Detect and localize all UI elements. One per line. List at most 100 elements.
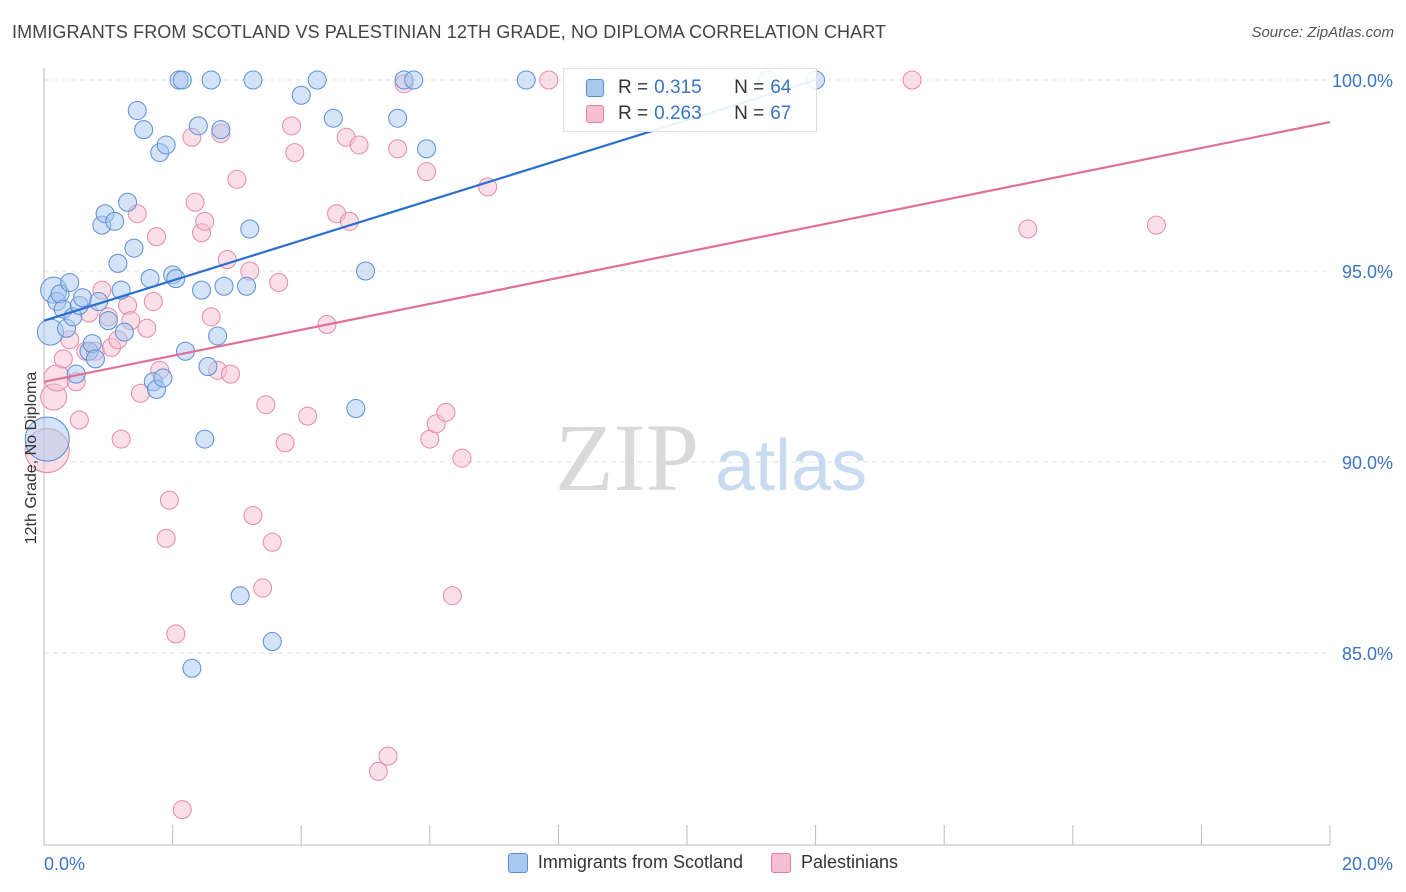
data-point <box>69 410 89 430</box>
data-point <box>182 658 202 678</box>
data-point <box>60 272 80 292</box>
data-point <box>368 761 388 781</box>
data-point <box>516 70 536 90</box>
data-point <box>285 143 305 163</box>
legend-item-scotland: Immigrants from Scotland <box>507 852 743 873</box>
legend-swatch-blue <box>586 79 604 97</box>
r-value: 0.315 <box>654 77 702 98</box>
data-point <box>53 349 73 369</box>
data-point <box>153 368 173 388</box>
data-point <box>436 402 456 422</box>
data-point <box>243 70 263 90</box>
data-point <box>417 139 437 159</box>
y-tick-label: 95.0% <box>1342 262 1393 282</box>
data-point <box>137 318 157 338</box>
data-point <box>166 624 186 644</box>
data-point <box>452 448 472 468</box>
data-point <box>114 322 134 342</box>
series-immigrants-from-scotland <box>24 70 826 678</box>
legend-swatch-pink <box>586 105 604 123</box>
series-legend: Immigrants from Scotland Palestinians <box>0 852 1406 873</box>
data-point <box>195 211 215 231</box>
data-point <box>105 211 125 231</box>
data-point <box>220 364 240 384</box>
data-point <box>24 416 70 462</box>
data-point <box>227 169 247 189</box>
data-point <box>156 135 176 155</box>
data-point <box>230 586 250 606</box>
y-tick-label: 100.0% <box>1332 71 1393 91</box>
legend-row-scotland: R = 0.315 N = 64 <box>586 75 791 101</box>
data-point <box>262 532 282 552</box>
data-point <box>902 70 922 90</box>
data-point <box>243 505 263 525</box>
data-point <box>282 116 302 136</box>
watermark-atlas: atlas <box>715 426 867 506</box>
data-point <box>378 746 398 766</box>
axes <box>43 68 1331 846</box>
data-point <box>111 429 131 449</box>
data-point <box>356 261 375 281</box>
data-point <box>172 800 192 820</box>
legend-row-palestinians: R = 0.263 N = 67 <box>586 101 791 127</box>
data-point <box>1146 215 1166 235</box>
data-point <box>118 192 138 212</box>
data-point <box>201 70 221 90</box>
x-tick-label: 0.0% <box>44 854 85 874</box>
data-point <box>240 219 260 239</box>
data-point <box>275 433 295 453</box>
tick-labels: 85.0% 90.0% 95.0% 100.0% 0.0% 20.0% <box>44 71 1393 874</box>
data-point <box>159 490 179 510</box>
data-point <box>291 85 311 105</box>
data-point <box>269 272 289 292</box>
data-point <box>188 116 208 136</box>
data-point <box>214 276 234 296</box>
legend-item-palestinians: Palestinians <box>771 852 898 873</box>
data-point <box>134 120 154 140</box>
data-point <box>417 162 437 182</box>
data-point <box>208 326 228 346</box>
correlation-legend: R = 0.315 N = 64 R = 0.263 N = 67 <box>563 68 817 132</box>
data-point <box>349 135 369 155</box>
data-point <box>323 108 343 128</box>
gridlines <box>44 79 1330 654</box>
data-point <box>307 70 327 90</box>
data-point <box>256 395 276 415</box>
data-point <box>185 192 205 212</box>
data-point <box>198 357 218 376</box>
data-point <box>201 307 221 327</box>
data-point <box>98 311 118 331</box>
x-tick-label: 20.0% <box>1342 854 1393 874</box>
data-point <box>147 227 167 247</box>
data-point <box>124 238 144 258</box>
data-point <box>85 349 105 369</box>
y-axis-label: 12th Grade, No Diploma <box>23 371 40 545</box>
data-point <box>127 101 147 121</box>
data-point <box>192 280 212 300</box>
data-point <box>73 288 93 308</box>
n-value: 67 <box>770 103 792 124</box>
data-point <box>442 586 462 606</box>
data-point <box>388 108 408 128</box>
data-point <box>108 253 128 273</box>
source-label: Source: ZipAtlas.com <box>1251 24 1394 41</box>
data-point <box>253 578 273 598</box>
data-point <box>211 120 231 140</box>
legend-swatch-blue <box>507 852 528 873</box>
chart-title: IMMIGRANTS FROM SCOTLAND VS PALESTINIAN … <box>12 22 887 42</box>
data-point <box>539 70 559 90</box>
data-point <box>404 70 424 90</box>
data-point <box>478 177 498 197</box>
data-point <box>195 429 215 449</box>
n-value: 64 <box>770 77 792 98</box>
data-point <box>298 406 318 426</box>
data-point <box>1018 219 1038 239</box>
y-tick-label: 85.0% <box>1342 644 1393 664</box>
trend-line-palestinians <box>43 120 1331 383</box>
data-point <box>346 399 366 419</box>
legend-swatch-pink <box>771 852 791 873</box>
watermark-zip: ZIP <box>555 404 699 511</box>
data-point <box>156 528 176 548</box>
data-point <box>262 632 282 652</box>
